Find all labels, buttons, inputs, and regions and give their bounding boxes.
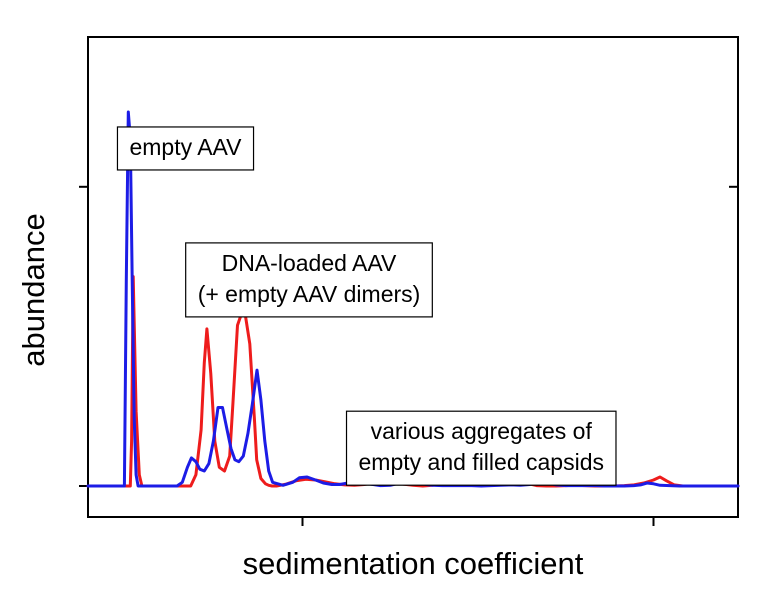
annotation-box [345, 410, 617, 486]
annotation-text: empty and filled capsids [359, 449, 604, 475]
annotation-box [116, 126, 255, 171]
annotation-empty: empty AAV [116, 126, 255, 171]
annotation-text: DNA-loaded AAV [222, 250, 397, 276]
annotation-text: empty AAV [129, 134, 242, 160]
annotation-agg: various aggregates of empty and filled ca… [345, 410, 617, 486]
annotation-text: (+ empty AAV dimers) [198, 281, 421, 307]
annotation-dna: DNA-loaded AAV (+ empty AAV dimers) [185, 242, 433, 318]
plot-frame [87, 36, 739, 518]
y-axis-label: abundance [16, 213, 51, 366]
annotation-box [185, 242, 433, 318]
annotations: empty AAV DNA-loaded AAV (+ empty AAV dime… [116, 126, 617, 486]
x-axis-label: sedimentation coefficient [243, 546, 584, 581]
annotation-text: various aggregates of [371, 418, 593, 444]
